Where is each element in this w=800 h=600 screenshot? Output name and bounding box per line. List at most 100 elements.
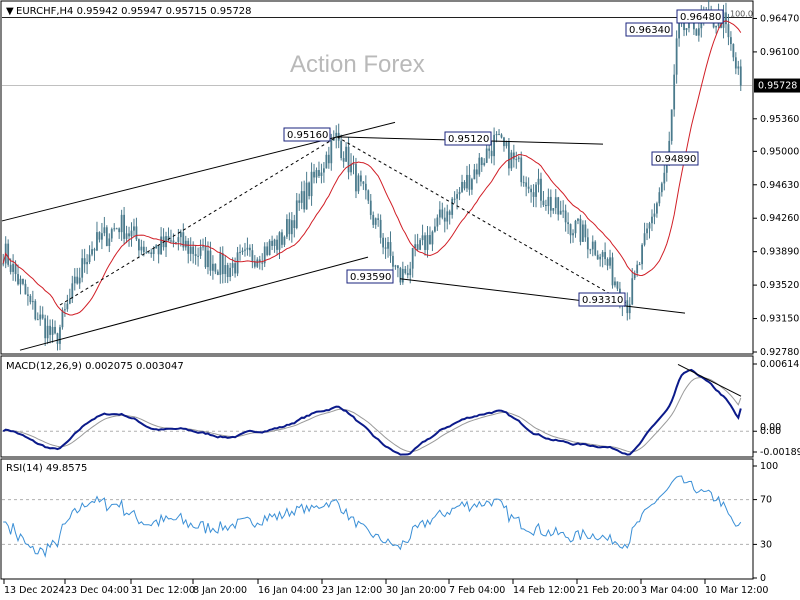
candle-body [41, 314, 44, 319]
x-tick-label: 8 Jan 20:00 [193, 585, 247, 596]
candle-body [582, 224, 584, 242]
candle-body [113, 228, 116, 230]
candle-body [295, 200, 298, 228]
candle-body [399, 268, 402, 283]
candle-body [54, 326, 56, 334]
candle-body [315, 170, 318, 178]
candle-body [81, 258, 84, 278]
candle-body [658, 192, 661, 204]
candle-body [574, 220, 577, 234]
candle-body [426, 235, 429, 250]
candle-body [145, 252, 148, 254]
candle-body [591, 241, 594, 250]
watermark: Action Forex [290, 51, 425, 78]
x-tick-label: 16 Jan 04:00 [258, 585, 318, 596]
candle-body [345, 146, 347, 162]
candle-body [172, 240, 175, 243]
candle-body [510, 152, 513, 169]
candle-body [614, 281, 616, 286]
candle-body [86, 262, 88, 265]
candle-body [633, 273, 636, 279]
x-tick-label: 10 Mar 12:00 [705, 585, 768, 596]
candle-body [515, 159, 518, 161]
candle-body [313, 171, 315, 178]
candle-body [263, 246, 266, 264]
candle-body [522, 182, 525, 184]
candle-body [520, 157, 523, 183]
candle-body [61, 310, 64, 328]
rsi-line [3, 475, 742, 558]
candle-body [628, 304, 631, 314]
candle-body [379, 219, 382, 238]
candle-body [175, 242, 177, 244]
candle-body [374, 218, 377, 225]
candle-body [589, 249, 592, 251]
candle-body [323, 168, 325, 173]
candle-body [273, 239, 276, 246]
macd-tick-label: 0.006143 [760, 359, 800, 370]
x-tick-label: 23 Dec 04:00 [65, 585, 129, 596]
candle-body [525, 182, 528, 187]
candle-body [320, 172, 323, 176]
candle-body [461, 181, 463, 192]
candle-body [207, 250, 209, 268]
current-price-box [754, 78, 800, 93]
moving-average [2, 20, 742, 316]
candle-body [103, 227, 106, 234]
candle-body [493, 134, 495, 157]
candle-body [147, 252, 150, 254]
candle-body [88, 254, 91, 263]
candle-body [91, 249, 93, 255]
rsi-tick-label: 30 [760, 539, 772, 550]
candle-body [475, 169, 478, 175]
candle-body [125, 233, 128, 239]
chevron-down-icon[interactable]: ▼ [6, 6, 14, 17]
candle-body [490, 150, 493, 157]
candle-body [404, 268, 407, 274]
rsi-line [2, 475, 752, 558]
candle-body [318, 170, 320, 176]
price-annotation-label: 0.96340 [629, 25, 670, 36]
fib-line: 100.0 [2, 10, 753, 86]
x-axis: 13 Dec 2024 23 Dec 04:00 31 Dec 12:008 Jan… [3, 579, 768, 596]
candle-body [498, 134, 500, 136]
candle-body [663, 172, 666, 184]
rsi-panel [0, 458, 754, 580]
candle-body [685, 28, 688, 31]
candle-body [675, 38, 678, 75]
candle-body [360, 175, 362, 182]
candle-body [451, 198, 454, 215]
candle-body [130, 230, 133, 237]
dashed-trend-line-1 [59, 136, 338, 306]
candle-body [108, 238, 111, 246]
candle-body [387, 242, 389, 249]
candle-body [527, 186, 530, 189]
candle-body [140, 246, 143, 251]
candle-body [73, 276, 76, 284]
candle-body [604, 252, 606, 260]
candle-body [357, 175, 360, 192]
candle-body [288, 219, 291, 235]
candle-body [17, 274, 19, 285]
candle-body [276, 239, 278, 250]
candle-body [505, 141, 508, 147]
candle-body [638, 264, 641, 266]
candle-body [34, 301, 37, 320]
candle-body [730, 37, 732, 45]
dashed-trend-line-2 [336, 136, 629, 305]
candle-body [389, 242, 392, 256]
macd-title: MACD(12,26,9) 0.002075 0.003047 [6, 361, 184, 372]
candle-body [641, 244, 643, 265]
candle-body [609, 257, 611, 266]
channel-lower-line [19, 256, 369, 351]
candle-body [36, 319, 39, 321]
candle-body [249, 247, 251, 251]
candle-body [616, 281, 619, 289]
candle-body [59, 327, 61, 344]
candle-body [601, 252, 604, 257]
candle-body [668, 140, 671, 161]
price-tick-label: 0.93150 [760, 314, 799, 325]
candle-body [517, 157, 520, 160]
price-tick-label: 0.94260 [760, 213, 799, 224]
rsi-tick-label: 70 [760, 495, 772, 506]
